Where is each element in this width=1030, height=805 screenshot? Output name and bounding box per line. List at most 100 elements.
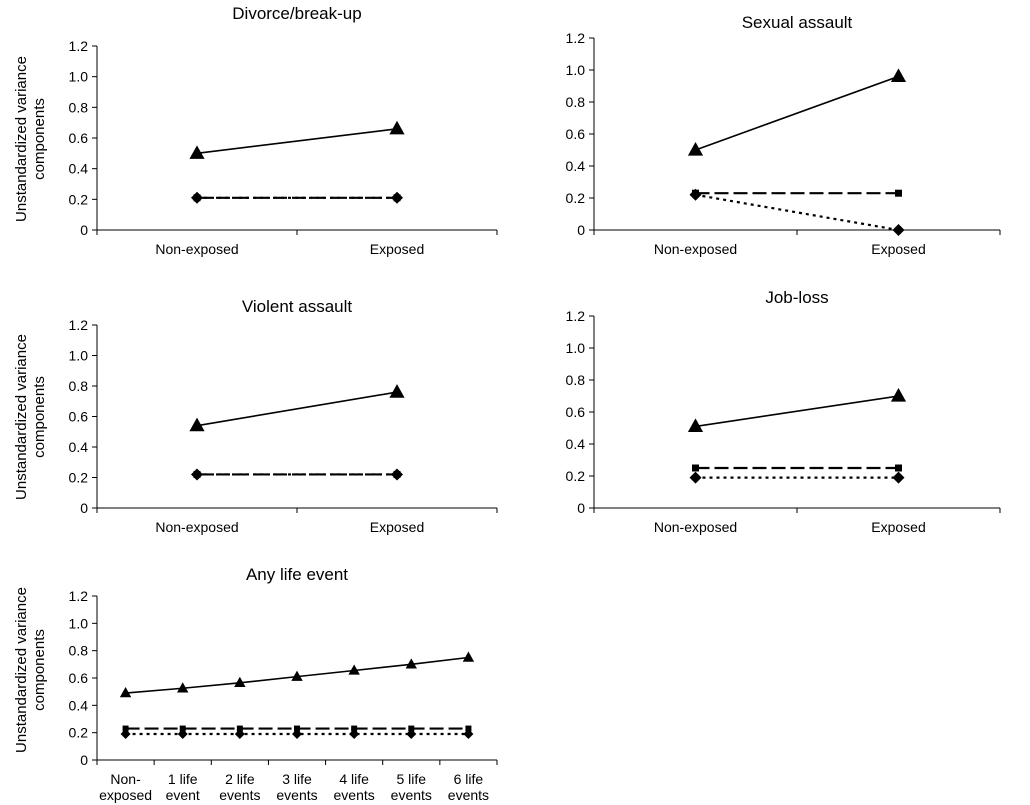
diamond-marker xyxy=(191,468,203,481)
y-tick-label: 0.4 xyxy=(69,439,89,455)
square-marker xyxy=(294,725,300,732)
x-tick-label: 4 life events xyxy=(334,771,375,803)
series-solid xyxy=(119,651,475,698)
triangle-marker xyxy=(405,658,417,669)
diamond-marker xyxy=(234,729,245,740)
square-marker xyxy=(692,464,699,472)
x-tick-label: 6 life events xyxy=(448,771,489,803)
chart-title: Divorce/break-up xyxy=(232,4,361,23)
x-tick-label-line: exposed xyxy=(99,787,152,803)
square-marker xyxy=(408,725,415,732)
triangle-marker xyxy=(687,142,704,156)
y-tick-label: 0.2 xyxy=(69,191,89,207)
series-line xyxy=(695,75,899,151)
chart-panel-3: Violent assault Unstandardized varianceco… xyxy=(13,297,498,535)
series-dashed xyxy=(692,464,902,472)
square-marker xyxy=(465,725,472,732)
x-tick-label-line: Exposed xyxy=(871,241,925,257)
y-axis-label-line: Unstandardized variance xyxy=(13,587,30,753)
x-tick-label: Exposed xyxy=(370,519,424,535)
x-tick-label-line: Non- xyxy=(110,771,141,787)
x-tick-label-line: Non-exposed xyxy=(155,519,238,535)
series-dashed xyxy=(692,189,902,197)
y-tick-label: 1.0 xyxy=(69,69,89,85)
y-axis-label-line: components xyxy=(31,376,48,458)
series-line xyxy=(196,391,398,427)
y-tick-label: 0.6 xyxy=(69,670,89,686)
y-tick-label: 0.4 xyxy=(566,436,586,452)
series-solid xyxy=(189,120,405,159)
x-tick-label: 1 life event xyxy=(166,771,200,803)
y-tick-label: 1.0 xyxy=(566,62,586,78)
triangle-marker xyxy=(462,651,475,662)
y-tick-label: 0.2 xyxy=(566,468,586,484)
series-solid xyxy=(687,388,907,432)
x-tick-label: Non-exposed xyxy=(654,241,737,257)
diamond-marker xyxy=(892,471,905,484)
y-axis-label: Unstandardized variancecomponents xyxy=(13,56,48,222)
x-tick-label-line: events xyxy=(391,787,432,803)
triangle-marker xyxy=(189,417,205,432)
y-tick-label: 0.2 xyxy=(566,190,586,206)
x-tick-label-line: events xyxy=(276,787,317,803)
y-tick-label: 1.2 xyxy=(69,38,89,54)
y-tick-label: 0.6 xyxy=(566,126,586,142)
x-tick-label-line: events xyxy=(334,787,375,803)
square-marker xyxy=(895,464,902,472)
x-tick-label-line: events xyxy=(448,787,489,803)
x-tick-label: Non-exposed xyxy=(155,519,238,535)
chart-title: Any life event xyxy=(246,565,348,584)
triangle-marker xyxy=(890,388,907,402)
diamond-marker xyxy=(177,729,188,740)
x-tick-label: Exposed xyxy=(871,519,925,535)
x-tick-label: Exposed xyxy=(871,241,925,257)
series-line xyxy=(196,128,398,155)
y-axis-label-line: components xyxy=(31,98,48,180)
y-tick-label: 0.6 xyxy=(69,130,89,146)
series-dotted xyxy=(120,729,474,740)
x-tick-label-line: event xyxy=(166,787,200,803)
diamond-marker xyxy=(689,188,702,201)
square-marker xyxy=(351,725,358,732)
triangle-marker xyxy=(687,418,704,432)
series-dotted xyxy=(689,188,905,236)
series-dashed xyxy=(122,725,472,732)
x-tick-label-line: 6 life xyxy=(454,771,484,787)
chart-panel-5: Any life event Unstandardized variancecom… xyxy=(13,565,498,803)
series-line xyxy=(695,395,899,428)
triangle-marker xyxy=(389,120,405,135)
x-tick-label-line: 2 life xyxy=(225,771,255,787)
y-tick-label: 0.8 xyxy=(69,99,89,115)
x-tick-label-line: 1 life xyxy=(168,771,198,787)
triangle-marker xyxy=(189,145,205,159)
x-tick-label: 2 life events xyxy=(219,771,260,803)
series-line xyxy=(695,193,899,232)
chart-title: Violent assault xyxy=(242,297,353,316)
triangle-marker xyxy=(348,664,360,675)
y-tick-label: 0 xyxy=(80,500,88,516)
diamond-marker xyxy=(292,729,302,740)
chart-panel-1: Divorce/break-up Unstandardized variancec… xyxy=(13,4,498,257)
y-tick-label: 0.8 xyxy=(566,94,586,110)
x-tick-label-line: events xyxy=(219,787,260,803)
diamond-marker xyxy=(689,471,702,484)
series-solid xyxy=(189,384,405,432)
triangle-marker xyxy=(234,676,246,687)
triangle-marker xyxy=(177,682,189,693)
y-tick-label: 0.6 xyxy=(69,409,89,425)
x-tick-label: Exposed xyxy=(370,241,424,257)
x-tick-label: 5 life events xyxy=(391,771,432,803)
y-axis-label-line: Unstandardized variance xyxy=(13,334,30,500)
y-tick-label: 1.2 xyxy=(69,588,89,604)
x-tick-label-line: 4 life xyxy=(339,771,369,787)
y-tick-label: 1.0 xyxy=(69,615,89,631)
x-tick-label-line: Exposed xyxy=(871,519,925,535)
diamond-marker xyxy=(191,191,203,204)
square-marker xyxy=(179,725,186,732)
y-tick-label: 0.2 xyxy=(69,725,89,741)
series-solid xyxy=(687,68,907,156)
series-dotted xyxy=(191,191,403,204)
chart-title: Sexual assault xyxy=(742,13,853,32)
y-axis-label: Unstandardized variancecomponents xyxy=(13,587,48,753)
